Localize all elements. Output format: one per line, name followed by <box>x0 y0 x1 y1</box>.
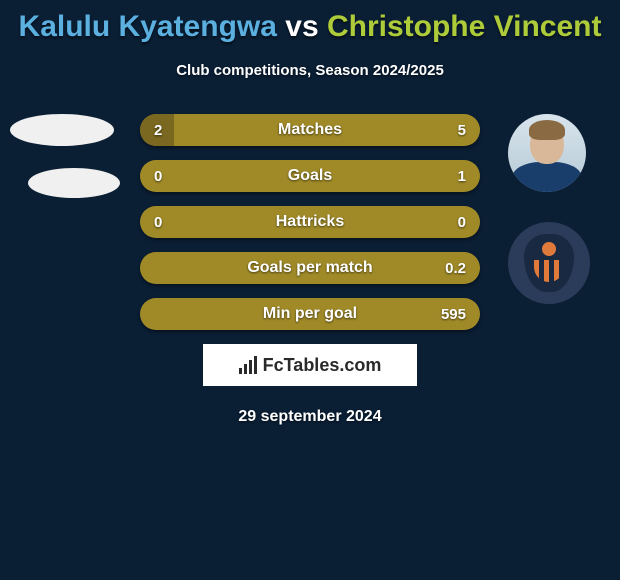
stat-row: Goals per match0.2 <box>140 252 480 284</box>
title-player2: Christophe Vincent <box>327 10 601 43</box>
brand-box: FcTables.com <box>203 344 417 386</box>
title-player1: Kalulu Kyatengwa <box>19 10 277 43</box>
title-vs: vs <box>285 10 318 43</box>
stat-label: Matches <box>140 114 480 146</box>
stat-label: Goals per match <box>140 252 480 284</box>
player1-club-placeholder <box>28 168 120 198</box>
stat-row: 2Matches5 <box>140 114 480 146</box>
stat-row: Min per goal595 <box>140 298 480 330</box>
stat-label: Goals <box>140 160 480 192</box>
date-text: 29 september 2024 <box>0 408 620 426</box>
right-avatars <box>508 114 590 304</box>
player2-avatar <box>508 114 586 192</box>
stat-right-value: 0.2 <box>445 252 466 284</box>
stat-right-value: 0 <box>458 206 466 238</box>
stat-label: Min per goal <box>140 298 480 330</box>
stat-right-value: 5 <box>458 114 466 146</box>
stat-label: Hattricks <box>140 206 480 238</box>
brand-text: FcTables.com <box>263 355 382 376</box>
page-title: Kalulu Kyatengwa vs Christophe Vincent <box>0 0 620 44</box>
stat-right-value: 595 <box>441 298 466 330</box>
left-avatars <box>10 114 120 198</box>
subtitle: Club competitions, Season 2024/2025 <box>0 62 620 79</box>
comparison-content: 2Matches50Goals10Hattricks0Goals per mat… <box>0 114 620 426</box>
stat-right-value: 1 <box>458 160 466 192</box>
stat-row: 0Hattricks0 <box>140 206 480 238</box>
player1-avatar-placeholder <box>10 114 114 146</box>
stat-row: 0Goals1 <box>140 160 480 192</box>
stat-bars: 2Matches50Goals10Hattricks0Goals per mat… <box>140 114 480 330</box>
player2-club-logo <box>508 222 590 304</box>
brand-chart-icon <box>239 356 257 374</box>
